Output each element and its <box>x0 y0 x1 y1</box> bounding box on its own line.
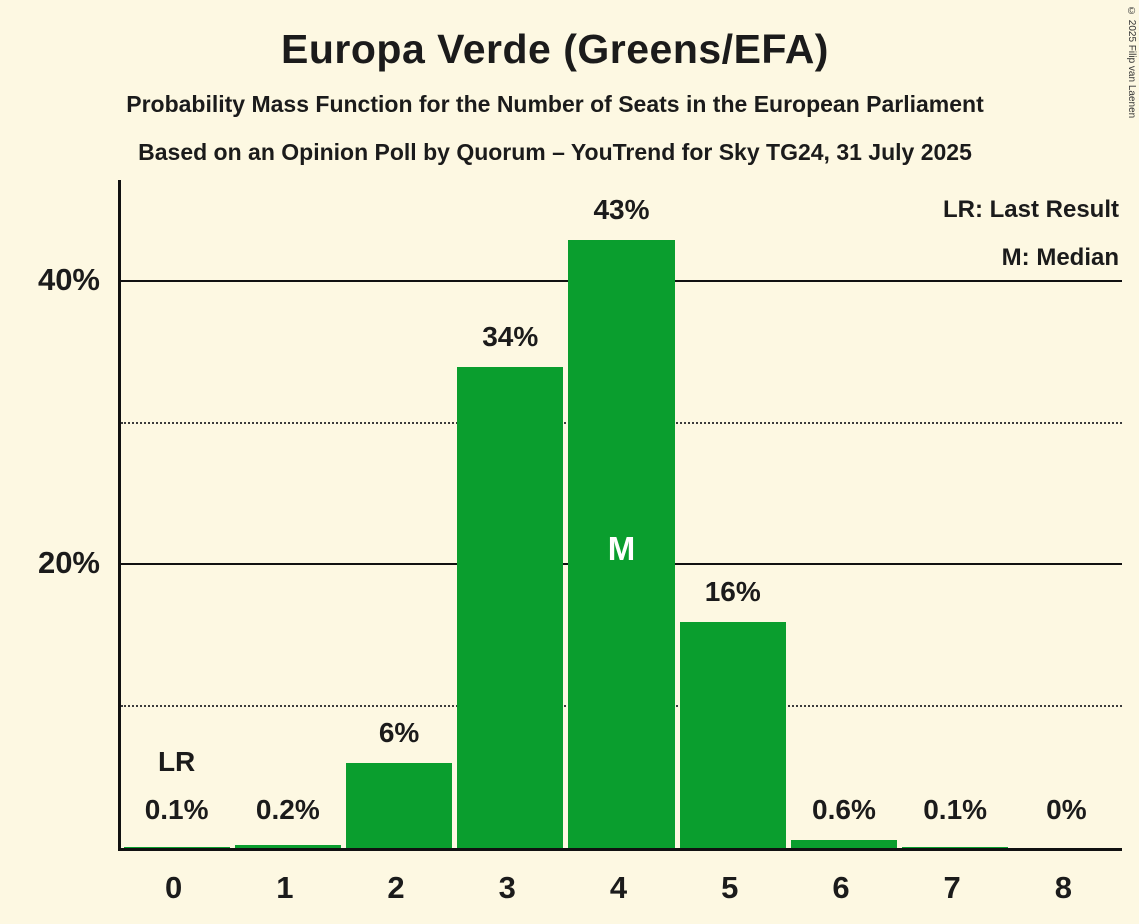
copyright-notice: © 2025 Filip van Laenen <box>1126 6 1137 119</box>
median-marker: M <box>607 530 636 567</box>
bar-seats-1 <box>234 845 341 848</box>
bar-seats-3 <box>457 366 564 848</box>
legend: LR: Last Result M: Median <box>943 186 1119 282</box>
bar-value-label-4: 43% <box>593 193 650 225</box>
bar-value-label-2: 6% <box>378 717 420 749</box>
bar-seats-5 <box>679 621 786 848</box>
chart-subtitle-poll-source: Based on an Opinion Poll by Quorum – You… <box>138 139 972 165</box>
bar-value-label-7: 0.1% <box>923 794 988 825</box>
legend-last-result: LR: Last Result <box>942 196 1119 223</box>
y-axis-tick-label-40: 40% <box>37 262 100 297</box>
x-axis-label-8: 8 <box>1054 870 1072 905</box>
x-axis-label-1: 1 <box>276 870 294 905</box>
bar-value-label-8: 0% <box>1046 794 1087 825</box>
bar-seats-6 <box>790 839 898 848</box>
bar-value-label-3: 34% <box>482 320 539 352</box>
bar-value-label-1: 0.2% <box>255 794 320 825</box>
x-axis-label-5: 5 <box>721 870 739 905</box>
x-axis-label-7: 7 <box>943 870 961 905</box>
x-axis-label-6: 6 <box>832 870 850 905</box>
bar-seats-7 <box>902 846 1009 848</box>
legend-median: M: Median <box>1001 244 1119 271</box>
x-axis-label-3: 3 <box>498 870 516 905</box>
chart-subtitle-pmf: Probability Mass Function for the Number… <box>126 91 984 117</box>
x-axis-label-0: 0 <box>164 870 183 905</box>
bar-value-label-5: 16% <box>704 575 761 607</box>
x-axis-label-2: 2 <box>387 870 405 905</box>
plot-area: 0.1% 0.2% 6% 34% 43% 16% 0.6% 0.1% 0% LR M <box>118 180 1122 851</box>
last-result-marker: LR <box>157 746 196 777</box>
bar-value-label-0: 0.1% <box>144 794 209 825</box>
chart-title: Europa Verde (Greens/EFA) <box>281 26 829 72</box>
bar-seats-4 <box>568 239 675 848</box>
bar-value-label-6: 0.6% <box>812 793 876 825</box>
y-axis-tick-label-20: 20% <box>37 545 100 580</box>
bar-seats-0 <box>123 846 230 848</box>
bar-seats-2 <box>345 763 453 848</box>
x-axis-label-4: 4 <box>609 870 628 905</box>
